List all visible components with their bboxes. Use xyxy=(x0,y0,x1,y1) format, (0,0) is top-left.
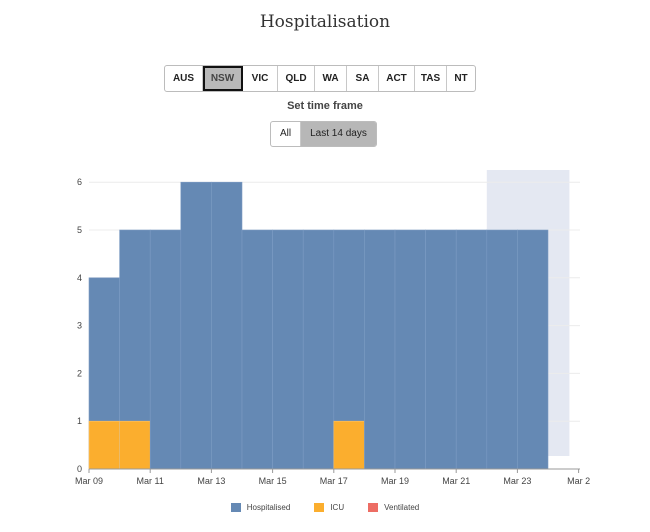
legend-item-icu: ICU xyxy=(314,503,344,512)
region-button-qld[interactable]: QLD xyxy=(278,66,315,91)
y-tick-label: 3 xyxy=(77,321,82,331)
legend-label: Ventilated xyxy=(384,503,420,512)
bar-hospitalised xyxy=(394,229,426,470)
bar-icu xyxy=(88,420,120,470)
timeframe-selector: All Last 14 days xyxy=(270,121,377,147)
region-selector: AUS NSW VIC QLD WA SA ACT TAS NT xyxy=(164,65,476,92)
timeframe-label: Set time frame xyxy=(287,100,363,112)
chart-legend: Hospitalised ICU Ventilated xyxy=(0,503,650,512)
bar-hospitalised xyxy=(180,181,212,470)
region-button-vic[interactable]: VIC xyxy=(243,66,278,91)
bar-icu xyxy=(119,420,151,470)
x-tick-label: Mar 13 xyxy=(197,476,225,486)
x-tick-label: Mar 23 xyxy=(503,476,531,486)
y-tick-label: 6 xyxy=(77,177,82,187)
bar-hospitalised xyxy=(517,229,549,470)
legend-swatch xyxy=(368,503,379,512)
legend-item-ventilated: Ventilated xyxy=(368,503,419,512)
x-tick-label: Mar 2 xyxy=(567,476,590,486)
region-button-wa[interactable]: WA xyxy=(315,66,347,91)
timeframe-button-last-14-days[interactable]: Last 14 days xyxy=(300,122,376,146)
region-button-nsw[interactable]: NSW xyxy=(203,66,243,91)
legend-swatch xyxy=(314,503,325,512)
region-button-nt[interactable]: NT xyxy=(454,73,468,84)
legend-label: Hospitalised xyxy=(246,503,291,512)
x-tick-label: Mar 15 xyxy=(259,476,287,486)
timeframe-button-all[interactable]: All xyxy=(280,128,292,139)
legend-swatch xyxy=(230,503,241,512)
legend-item-hospitalised: Hospitalised xyxy=(230,503,291,512)
region-button-aus[interactable]: AUS xyxy=(165,66,203,91)
x-tick-label: Mar 21 xyxy=(442,476,470,486)
bar-hospitalised xyxy=(149,229,182,470)
legend-label: ICU xyxy=(330,503,345,512)
y-tick-label: 5 xyxy=(77,225,82,235)
y-tick-label: 4 xyxy=(77,273,82,283)
y-tick-label: 1 xyxy=(77,416,82,426)
y-tick-label: 2 xyxy=(77,368,82,378)
bar-icu xyxy=(333,420,365,470)
bar-hospitalised xyxy=(364,229,396,470)
bar-hospitalised xyxy=(486,229,518,470)
region-button-act[interactable]: ACT xyxy=(379,66,415,91)
chart-title: Hospitalisation xyxy=(259,12,391,32)
bar-hospitalised xyxy=(241,229,273,470)
bar-hospitalised xyxy=(425,229,457,470)
x-tick-label: Mar 09 xyxy=(75,476,103,486)
y-tick-label: 0 xyxy=(77,464,82,474)
bar-hospitalised xyxy=(302,229,335,470)
x-tick-label: Mar 19 xyxy=(381,476,409,486)
bar-hospitalised xyxy=(272,229,304,470)
hospitalisation-chart: 0 1 2 3 4 5 6 Mar 09 Mar 11 Mar 13 Mar 15 Mar 17 Mar… xyxy=(75,170,590,486)
bar-hospitalised xyxy=(211,181,243,470)
bar-hospitalised xyxy=(455,229,488,470)
region-button-sa[interactable]: SA xyxy=(347,66,379,91)
x-tick-label: Mar 17 xyxy=(320,476,348,486)
region-button-tas[interactable]: TAS xyxy=(415,66,447,91)
x-tick-label: Mar 11 xyxy=(137,476,164,486)
